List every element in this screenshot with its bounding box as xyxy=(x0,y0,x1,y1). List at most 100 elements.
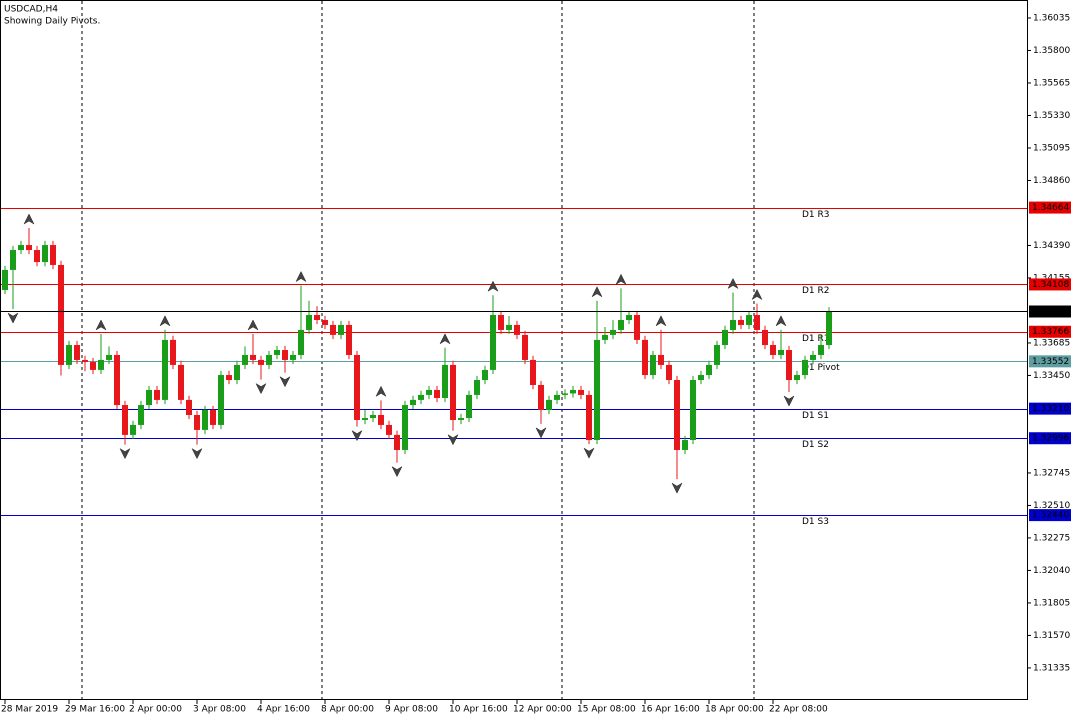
fractal-up xyxy=(775,315,787,327)
candle-body xyxy=(634,315,640,340)
candle-body xyxy=(594,339,600,441)
level-price-label: 1.33210 xyxy=(1032,404,1069,414)
candle-body xyxy=(90,362,96,370)
pivot-name: D1 S2 xyxy=(802,440,829,450)
candle-body xyxy=(18,245,24,251)
fractal-up xyxy=(159,315,171,327)
level-price-box xyxy=(1029,355,1071,368)
y-tick-label: 1.34860 xyxy=(1033,176,1070,186)
candle-body xyxy=(314,315,320,320)
candle-body xyxy=(178,364,184,400)
x-tick-label: 15 Apr 08:00 xyxy=(577,705,636,715)
candle-body xyxy=(10,250,16,270)
candle-body xyxy=(234,364,240,381)
pivot-name: D1 Pivot xyxy=(802,363,840,373)
candle-body xyxy=(458,418,464,420)
candle-body xyxy=(578,389,584,395)
candle-body xyxy=(386,424,392,435)
chart-title: USDCAD,H4 xyxy=(4,5,58,15)
y-tick-label: 1.31570 xyxy=(1033,631,1070,641)
y-tick-label: 1.32745 xyxy=(1033,468,1070,478)
candle-body xyxy=(530,359,536,385)
y-tick-label: 1.35095 xyxy=(1033,143,1070,153)
candle-body xyxy=(538,384,544,411)
candle-body xyxy=(818,345,824,355)
candle-body xyxy=(490,315,496,370)
fractal-down xyxy=(583,447,595,459)
candle-body xyxy=(410,399,416,406)
pivot-name: D1 S3 xyxy=(802,517,829,527)
candle-body xyxy=(746,315,752,325)
y-tick-label: 1.33685 xyxy=(1033,338,1070,348)
candle-body xyxy=(306,315,312,330)
candle-body xyxy=(522,334,528,360)
candle-body xyxy=(58,264,64,365)
y-tick-label: 1.34390 xyxy=(1033,241,1070,251)
candle-body xyxy=(794,375,800,381)
candle-body xyxy=(570,389,576,394)
x-tick-label: 22 Apr 08:00 xyxy=(769,705,828,715)
level-price-box xyxy=(1029,402,1071,415)
fractal-down xyxy=(783,395,795,407)
level-price-box xyxy=(1029,278,1071,291)
fractal-down xyxy=(351,429,363,442)
candle-body xyxy=(434,389,440,398)
chart-subtitle: Showing Daily Pivots. xyxy=(4,17,100,27)
fractal-up xyxy=(751,288,763,301)
candle-body xyxy=(162,339,168,400)
x-tick-label: 29 Mar 16:00 xyxy=(65,705,125,715)
fractal-down xyxy=(191,447,203,460)
candle-body xyxy=(666,364,672,381)
candle-body xyxy=(754,315,760,330)
candle-body xyxy=(562,393,568,395)
candle-body xyxy=(2,269,8,290)
x-tick-label: 9 Apr 08:00 xyxy=(385,705,438,715)
candle-body xyxy=(298,329,304,355)
level-price-box xyxy=(1029,201,1071,214)
candle-body xyxy=(610,329,616,335)
candle-body xyxy=(426,389,432,395)
candle-body xyxy=(442,364,448,398)
candle-body xyxy=(34,250,40,263)
fractal-down xyxy=(119,447,131,460)
candle-body xyxy=(738,319,744,325)
candle-body xyxy=(130,424,136,435)
level-price-label: 1.32440 xyxy=(1032,511,1069,521)
level-price-label: 1.33766 xyxy=(1032,327,1069,337)
plot-frame xyxy=(0,0,1028,700)
candle-body xyxy=(274,350,280,355)
y-tick-label: 1.31805 xyxy=(1033,598,1070,608)
x-tick-label: 10 Apr 16:00 xyxy=(449,705,508,715)
y-tick-label: 1.33450 xyxy=(1033,371,1070,381)
candle-body xyxy=(338,324,344,335)
candle-body xyxy=(242,354,248,365)
candle-body xyxy=(402,405,408,450)
candle-body xyxy=(418,394,424,400)
candle-body xyxy=(186,399,192,415)
candle-body xyxy=(114,354,120,406)
x-tick-label: 4 Apr 16:00 xyxy=(257,705,310,715)
y-tick-label: 1.31335 xyxy=(1033,663,1070,673)
candle-body xyxy=(722,329,728,346)
candle-body xyxy=(82,359,88,363)
candle-body xyxy=(546,399,552,411)
candle-body xyxy=(778,350,784,355)
y-tick-label: 1.32510 xyxy=(1033,501,1070,511)
fractal-up xyxy=(727,277,739,290)
candle-body xyxy=(362,418,368,420)
candle-body xyxy=(122,405,128,435)
fractal-up xyxy=(23,213,35,225)
candle-body xyxy=(66,345,72,365)
candle-body xyxy=(698,375,704,381)
x-tick-label: 2 Apr 00:00 xyxy=(129,705,182,715)
candle-body xyxy=(74,345,80,360)
candle-body xyxy=(482,369,488,381)
candle-body xyxy=(330,324,336,335)
candle-body xyxy=(650,354,656,376)
y-tick-label: 1.35330 xyxy=(1033,111,1070,121)
candle-body xyxy=(498,315,504,330)
candle-body xyxy=(346,324,352,355)
candle-body xyxy=(514,324,520,335)
candle-body xyxy=(826,311,832,346)
